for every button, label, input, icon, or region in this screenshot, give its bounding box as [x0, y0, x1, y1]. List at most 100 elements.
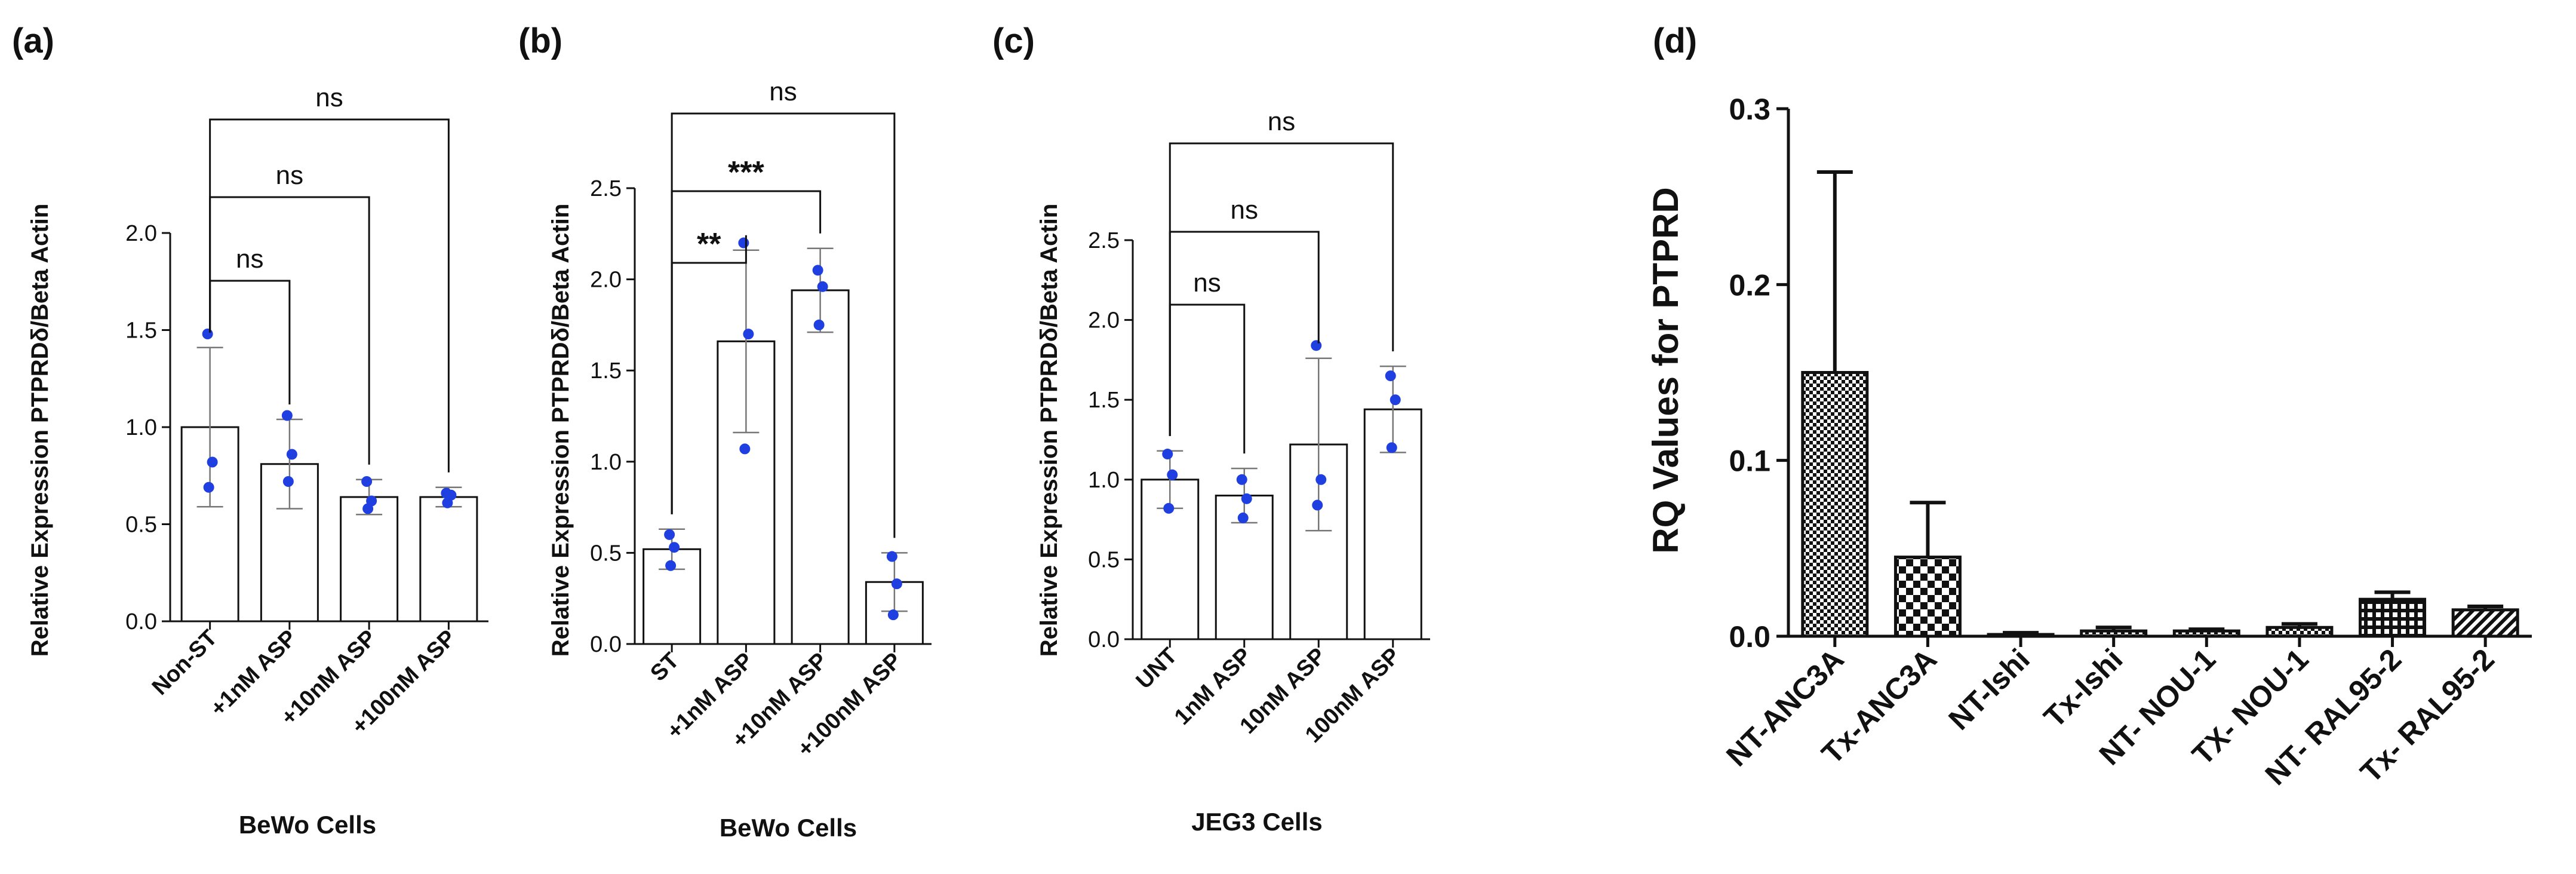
panel-a-data-point — [286, 449, 297, 460]
panel-c-y-tick-label: 0.0 — [1088, 627, 1120, 652]
panel-b-significance-label: *** — [728, 155, 764, 190]
panel-c-data-point — [1312, 499, 1323, 511]
panel-a-comparison-bracket — [209, 280, 291, 404]
panel-b-data-point — [665, 560, 677, 571]
panel-d-bar — [2080, 629, 2148, 638]
panel-a-data-point — [442, 497, 453, 508]
panel-b-x-tick-label: ST — [645, 648, 684, 686]
panel-b-bar — [791, 289, 850, 645]
panel-a-y-tick-label: 2.0 — [125, 221, 157, 246]
panel-a-y-tick-label: 1.5 — [125, 318, 157, 344]
panel-c-y-tick-label: 2.5 — [1088, 228, 1120, 253]
panel-c-x-axis-label: JEG3 Cells — [1191, 808, 1322, 836]
panel-b-data-point — [664, 529, 675, 540]
panel-d-bar — [2172, 629, 2240, 638]
panel-d-bar — [2451, 608, 2519, 638]
panel-c-y-tick-label: 1.5 — [1088, 388, 1120, 413]
panel-b-significance-label: ** — [697, 227, 721, 262]
panel-b-y-tick-label: 0.0 — [590, 632, 622, 657]
panel-b-data-point — [669, 542, 680, 553]
panel-d-x-tick-label: Tx-Ishi — [2037, 642, 2129, 734]
panel-c-y-tick-label: 2.0 — [1088, 308, 1120, 333]
panel-b-y-tick-label: 1.5 — [590, 358, 622, 384]
panel-a-significance-label: ns — [236, 244, 263, 274]
panel-b-data-point — [813, 319, 825, 330]
panel-c-x-tick-label: UNT — [1132, 643, 1182, 694]
panel-c-data-point — [1390, 394, 1401, 406]
panel-a-x-axis-label: BeWo Cells — [239, 811, 376, 839]
panel-a-significance-label: ns — [276, 161, 303, 190]
panel-d-y-tick-label: 0.3 — [1729, 93, 1770, 126]
panel-c-significance-label: ns — [1193, 268, 1221, 298]
panel-d-chart: (d) RQ Values for PTPRD 0.00.10.20.3NT-A… — [1646, 22, 2532, 792]
panel-b-y-tick-label: 2.5 — [590, 176, 622, 201]
panel-c-data-point — [1236, 474, 1247, 485]
panel-d-label: (d) — [1653, 22, 1697, 60]
panel-a-comparison-bracket — [209, 118, 450, 473]
panel-b-data-point — [891, 578, 902, 590]
panel-c-data-point — [1167, 469, 1178, 480]
panel-b-comparison-bracket — [671, 112, 896, 538]
panel-d-y-tick-label: 0.2 — [1729, 268, 1770, 302]
panel-b-y-tick-label: 2.0 — [590, 268, 622, 293]
panel-c-y-tick-label: 0.5 — [1088, 547, 1120, 572]
panel-a-data-point — [281, 410, 293, 421]
panel-b-x-axis-label: BeWo Cells — [720, 814, 857, 842]
panel-c-data-point — [1162, 449, 1173, 460]
panel-b-data-point — [887, 609, 899, 621]
panel-c-data-point — [1241, 493, 1252, 504]
panel-a-y-tick-label: 0.5 — [125, 513, 157, 538]
panel-a-chart: (a) Relative Expression PTPRDδ/Beta Acti… — [12, 22, 488, 839]
panel-a-significance-label: ns — [315, 83, 343, 112]
panel-c-data-point — [1386, 442, 1397, 453]
panel-c-significance-label: ns — [1268, 107, 1295, 136]
panel-c-comparison-bracket — [1169, 142, 1394, 436]
panel-c-data-point — [1163, 502, 1175, 514]
panel-b-data-point — [738, 237, 749, 249]
panel-b-significance-label: ns — [769, 77, 797, 106]
panel-a-bar — [340, 496, 399, 622]
panel-d-bar — [1987, 633, 2055, 638]
panel-c-label: (c) — [992, 22, 1035, 60]
panel-c-data-point — [1311, 340, 1322, 351]
panel-d-y-axis-label: RQ Values for PTPRD — [1646, 187, 1686, 553]
panel-a-y-tick-label: 1.0 — [125, 415, 157, 440]
panel-c-y-tick-label: 1.0 — [1088, 468, 1120, 493]
panel-b-data-point — [886, 551, 897, 562]
panel-b-data-point — [743, 329, 754, 340]
panel-c-data-point — [1237, 512, 1249, 523]
panel-b-y-tick-label: 0.5 — [590, 541, 622, 566]
panel-d-x-tick-label: NT-Ishi — [1942, 642, 2036, 736]
panel-c-y-axis-label: Relative Expression PTPRDδ/Beta Actin — [1036, 204, 1062, 657]
panel-b-y-axis-label: Relative Expression PTPRDδ/Beta Actin — [548, 204, 574, 657]
panel-c-chart: (c) Relative Expression PTPRDδ/Beta Acti… — [992, 22, 1430, 836]
panel-b-y-tick-label: 1.0 — [590, 450, 622, 475]
panel-a-data-point — [202, 329, 213, 339]
panel-a-data-point — [361, 476, 373, 487]
panel-d-bar — [2359, 597, 2427, 638]
panel-a-data-point — [282, 476, 294, 487]
panel-a-y-tick-label: 0.0 — [125, 609, 157, 634]
panel-b-label: (b) — [518, 22, 562, 60]
panel-c-data-point — [1315, 474, 1327, 485]
panel-b-data-point — [817, 281, 828, 292]
panel-d-bar — [1801, 371, 1869, 638]
panel-b-chart: (b) Relative Expression PTPRDδ/Beta Acti… — [518, 22, 932, 842]
panel-a-x-tick-label: Non-ST — [147, 625, 222, 700]
panel-c-data-point — [1385, 370, 1396, 382]
panel-a-label: (a) — [12, 22, 54, 60]
panel-d-bar — [2265, 625, 2334, 638]
panel-a-bar — [419, 496, 478, 622]
panel-a-data-point — [362, 503, 374, 514]
panel-a-y-axis-label: Relative Expression PTPRDδ/Beta Actin — [27, 204, 53, 657]
panel-d-y-tick-label: 0.0 — [1729, 620, 1770, 654]
panel-d-y-tick-label: 0.1 — [1729, 444, 1770, 478]
panel-c-significance-label: ns — [1231, 195, 1258, 225]
panel-c-comparison-bracket — [1169, 303, 1246, 454]
panel-b-data-point — [739, 443, 751, 455]
panel-a-data-point — [207, 456, 218, 468]
panel-d-bar — [1893, 556, 1962, 638]
panel-b-data-point — [812, 265, 823, 276]
panel-a-data-point — [203, 482, 214, 493]
